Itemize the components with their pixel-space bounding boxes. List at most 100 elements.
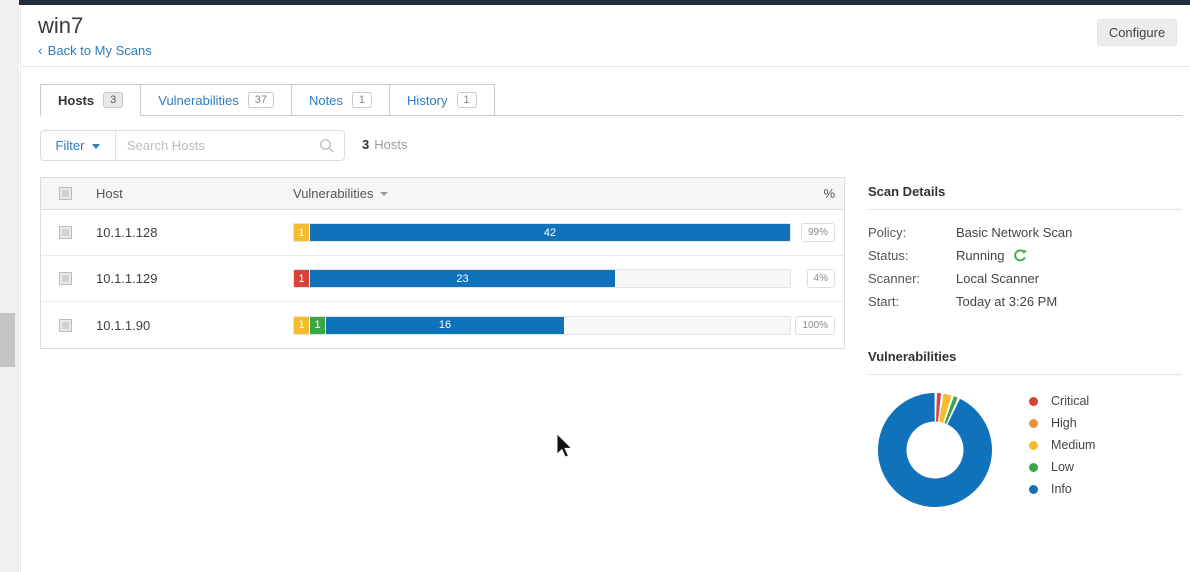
tab-label: Vulnerabilities — [158, 92, 239, 108]
hosts-count: 3 Hosts — [362, 137, 407, 152]
bar-segment-critical[interactable]: 1 — [294, 270, 309, 287]
tab-bar: Hosts 3 Vulnerabilities 37 Notes 1 History 1 — [40, 84, 495, 116]
host-row[interactable]: 10.1.1.90 1 1 16 100% — [41, 302, 844, 348]
legend-dot-info — [1029, 484, 1038, 494]
bar-segment-info[interactable]: 23 — [310, 270, 615, 287]
scan-detail-label: Status: — [868, 248, 909, 263]
tab-label: Hosts — [58, 92, 95, 108]
scan-detail-value: Today at 3:26 PM — [956, 294, 1058, 309]
scan-progress-badge: 100% — [795, 315, 835, 335]
configure-button[interactable]: Configure — [1097, 19, 1177, 46]
divider — [40, 115, 1182, 116]
left-scrollbar[interactable] — [0, 0, 19, 572]
tab-history[interactable]: History 1 — [389, 84, 495, 116]
legend-dot-high — [1029, 418, 1038, 428]
donut-slice-critical[interactable] — [935, 393, 942, 422]
host-row[interactable]: 10.1.1.129 1 23 4% — [41, 256, 844, 302]
donut-slice-medium[interactable] — [939, 393, 952, 423]
vulnerability-bar: 1 1 16 — [293, 315, 791, 335]
back-to-my-scans-link[interactable]: ‹ Back to My Scans — [38, 42, 152, 58]
top-navy-bar — [19, 0, 1190, 5]
vulnerabilities-chart: Critical High Medium Low Info — [868, 392, 1182, 513]
host-ip: 10.1.1.129 — [96, 271, 158, 286]
tab-count-badge: 3 — [103, 92, 124, 108]
legend-label: Info — [1051, 482, 1072, 496]
column-header-percent[interactable]: % — [823, 186, 835, 201]
bar-segment-medium[interactable]: 1 — [294, 224, 309, 241]
search-input[interactable] — [116, 138, 319, 153]
scan-detail-value: Running — [956, 248, 1005, 263]
vulnerabilities-panel: Vulnerabilities Critical High Medium Low Inf… — [868, 349, 1182, 513]
filter-button[interactable]: Filter — [40, 130, 116, 161]
mouse-cursor — [556, 432, 574, 463]
scan-detail-row: Scanner: Local Scanner — [868, 267, 1182, 290]
bar-segment-low[interactable]: 1 — [310, 316, 325, 334]
row-checkbox[interactable] — [59, 272, 72, 285]
donut-slice-low[interactable] — [944, 396, 958, 424]
legend-item-critical[interactable]: Critical — [1029, 395, 1095, 407]
legend-item-low[interactable]: Low — [1029, 461, 1095, 473]
tab-hosts[interactable]: Hosts 3 — [40, 84, 141, 116]
bar-segment-info[interactable]: 42 — [309, 224, 790, 241]
scan-progress-badge: 99% — [800, 223, 835, 242]
hosts-count-number: 3 — [362, 137, 370, 152]
tab-label: History — [407, 92, 448, 108]
scan-detail-row: Status: Running — [868, 244, 1182, 267]
row-checkbox[interactable] — [59, 226, 72, 239]
hosts-count-label: Hosts — [374, 137, 408, 152]
back-link-label: Back to My Scans — [47, 43, 152, 58]
refresh-icon — [1013, 248, 1028, 263]
column-header-vulnerabilities[interactable]: Vulnerabilities — [293, 186, 793, 201]
chevron-left-icon: ‹ — [38, 42, 43, 58]
select-all-checkbox[interactable] — [59, 187, 72, 200]
scan-detail-label: Start: — [868, 294, 900, 309]
bar-segment-medium[interactable]: 1 — [294, 316, 309, 334]
legend-dot-critical — [1029, 396, 1038, 406]
row-checkbox[interactable] — [59, 318, 72, 332]
donut-chart — [877, 392, 993, 513]
legend-label: High — [1051, 416, 1077, 430]
table-header-row: Host Vulnerabilities % — [41, 178, 844, 210]
bar-segment-info[interactable]: 16 — [326, 316, 564, 334]
sort-descending-icon — [380, 191, 389, 196]
legend-item-medium[interactable]: Medium — [1029, 439, 1095, 451]
legend-label: Critical — [1051, 394, 1090, 408]
tab-vulnerabilities[interactable]: Vulnerabilities 37 — [140, 84, 291, 116]
scan-detail-label: Scanner: — [868, 271, 921, 286]
legend-item-info[interactable]: Info — [1029, 483, 1095, 495]
scrollbar-thumb[interactable] — [0, 313, 15, 367]
tab-label: Notes — [308, 92, 343, 108]
scan-details-panel: Scan Details Policy: Basic Network Scan St… — [868, 184, 1182, 313]
tab-count-badge: 37 — [247, 92, 274, 108]
tab-count-badge: 1 — [351, 92, 373, 108]
chevron-down-icon — [92, 144, 101, 149]
scan-detail-value: Basic Network Scan — [956, 225, 1073, 240]
host-ip: 10.1.1.90 — [96, 317, 151, 333]
divider — [868, 209, 1182, 210]
search-box — [115, 130, 345, 161]
legend-label: Low — [1051, 460, 1074, 474]
host-row[interactable]: 10.1.1.128 1 42 99% — [41, 210, 844, 256]
legend-item-high[interactable]: High — [1029, 417, 1095, 429]
column-header-host[interactable]: Host — [96, 186, 123, 201]
scan-detail-row: Policy: Basic Network Scan — [868, 221, 1182, 244]
legend-dot-medium — [1029, 440, 1038, 450]
donut-slice-info[interactable] — [877, 393, 992, 507]
vulnerability-bar: 1 23 — [293, 269, 791, 288]
search-icon[interactable] — [319, 138, 335, 154]
scan-details-title: Scan Details — [868, 184, 946, 199]
tab-count-badge: 1 — [456, 92, 477, 108]
scan-progress-badge: 4% — [806, 269, 835, 288]
vulnerability-bar: 1 42 — [293, 223, 791, 242]
hosts-table: Host Vulnerabilities % 10.1.1.128 1 42 99% 1… — [40, 177, 845, 349]
page-title: win7 — [38, 13, 84, 38]
host-ip: 10.1.1.128 — [96, 225, 158, 240]
chart-legend: Critical High Medium Low Info — [1029, 395, 1095, 513]
filter-button-label: Filter — [55, 138, 85, 153]
tab-notes[interactable]: Notes 1 — [290, 84, 390, 116]
legend-label: Medium — [1051, 438, 1096, 452]
divider — [868, 374, 1182, 375]
scan-detail-row: Start: Today at 3:26 PM — [868, 290, 1182, 313]
vulnerabilities-panel-title: Vulnerabilities — [868, 349, 957, 364]
scan-detail-value: Local Scanner — [956, 271, 1040, 286]
